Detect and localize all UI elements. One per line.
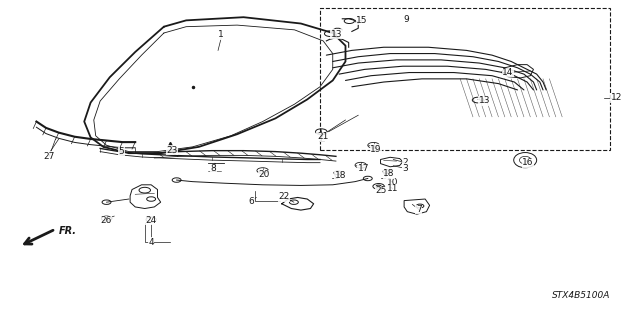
Text: 19: 19 — [371, 145, 382, 154]
Text: 17: 17 — [358, 165, 369, 174]
Text: 10: 10 — [387, 178, 398, 187]
Text: 11: 11 — [387, 184, 398, 193]
Text: FR.: FR. — [59, 226, 77, 236]
Text: 6: 6 — [248, 197, 254, 206]
Text: 21: 21 — [317, 132, 328, 141]
Text: 13: 13 — [331, 30, 342, 39]
Text: 2: 2 — [403, 158, 408, 167]
Text: 9: 9 — [404, 15, 410, 24]
Text: 4: 4 — [148, 238, 154, 247]
Text: STX4B5100A: STX4B5100A — [552, 291, 610, 300]
Text: 16: 16 — [522, 158, 534, 167]
Text: 3: 3 — [403, 164, 408, 173]
Text: 25: 25 — [376, 186, 387, 195]
Text: 27: 27 — [44, 152, 55, 161]
Text: 22: 22 — [278, 192, 289, 201]
Text: 8: 8 — [211, 165, 216, 174]
Text: 14: 14 — [502, 68, 514, 77]
Text: 1: 1 — [218, 30, 224, 39]
Text: 13: 13 — [479, 96, 490, 105]
Text: 7: 7 — [416, 205, 422, 214]
Text: 24: 24 — [145, 216, 157, 225]
Text: 20: 20 — [258, 170, 269, 179]
Text: 23: 23 — [166, 145, 178, 154]
Text: 5: 5 — [118, 147, 124, 156]
Text: 15: 15 — [356, 16, 368, 25]
Text: 18: 18 — [383, 169, 395, 178]
Text: 26: 26 — [100, 216, 111, 225]
Text: 12: 12 — [611, 93, 622, 102]
Text: 18: 18 — [335, 171, 346, 180]
Bar — [320, 8, 610, 150]
